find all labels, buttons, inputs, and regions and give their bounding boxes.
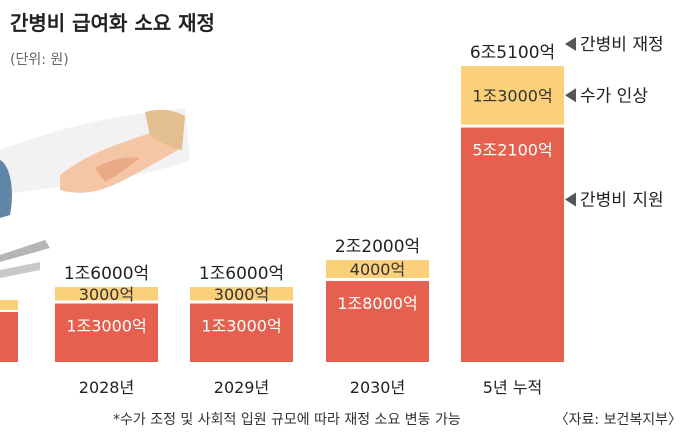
legend-arrow-icon <box>565 192 576 207</box>
bar-total-label: 2조2000억 <box>335 237 420 257</box>
legend-item: 수가 인상 <box>580 86 648 106</box>
legend-item: 간병비 재정 <box>580 35 664 55</box>
handshake-illustration <box>0 108 190 278</box>
footnote-note: *수가 조정 및 사회적 입원 규모에 따라 재정 소요 변동 가능 <box>113 412 461 428</box>
bar-segment-fee <box>190 287 293 301</box>
legend-item: 간병비 지원 <box>580 191 664 211</box>
bar-label-support: 1조3000억 <box>201 317 281 336</box>
bar-label-fee: 3000억 <box>79 285 134 304</box>
bar-segment-support <box>55 303 158 362</box>
legend-arrow-icon <box>565 88 576 103</box>
bar-layer: 1조3000억3000억1조6000억2028년1조3000억3000억1조60… <box>55 43 564 397</box>
bar-label-support: 1조8000억 <box>337 294 417 313</box>
x-tick-label: 2030년 <box>350 378 405 397</box>
legend-arrow-icon <box>565 37 576 52</box>
bar-label-fee: 1조3000억 <box>472 86 552 105</box>
bar-total-label: 1조6000억 <box>199 264 284 284</box>
x-tick-label: 2029년 <box>214 378 269 397</box>
left-partial-bar <box>0 300 18 362</box>
bar-label-fee: 4000억 <box>350 260 405 279</box>
bar-label-fee: 3000억 <box>214 285 269 304</box>
bar-segment-fee <box>326 260 429 278</box>
bar-segment-fee <box>55 287 158 301</box>
x-tick-label: 5년 누적 <box>483 378 542 397</box>
bar-segment-support <box>461 127 564 362</box>
bar-total-label: 1조6000억 <box>64 264 149 284</box>
bar-segment-fee <box>461 66 564 125</box>
bar-label-support: 5조2100억 <box>472 141 552 160</box>
bar-segment-support <box>326 281 429 362</box>
unit-label: (단위: 원) <box>10 52 69 68</box>
chart-title: 간병비 급여화 소요 재정 <box>10 11 215 35</box>
bar-segment-support <box>190 303 293 362</box>
footnote-source: 〈자료: 보건복지부〉 <box>555 412 682 428</box>
x-tick-label: 2028년 <box>79 378 134 397</box>
bar-total-label: 6조5100억 <box>470 43 555 63</box>
bar-label-support: 1조3000억 <box>66 317 146 336</box>
